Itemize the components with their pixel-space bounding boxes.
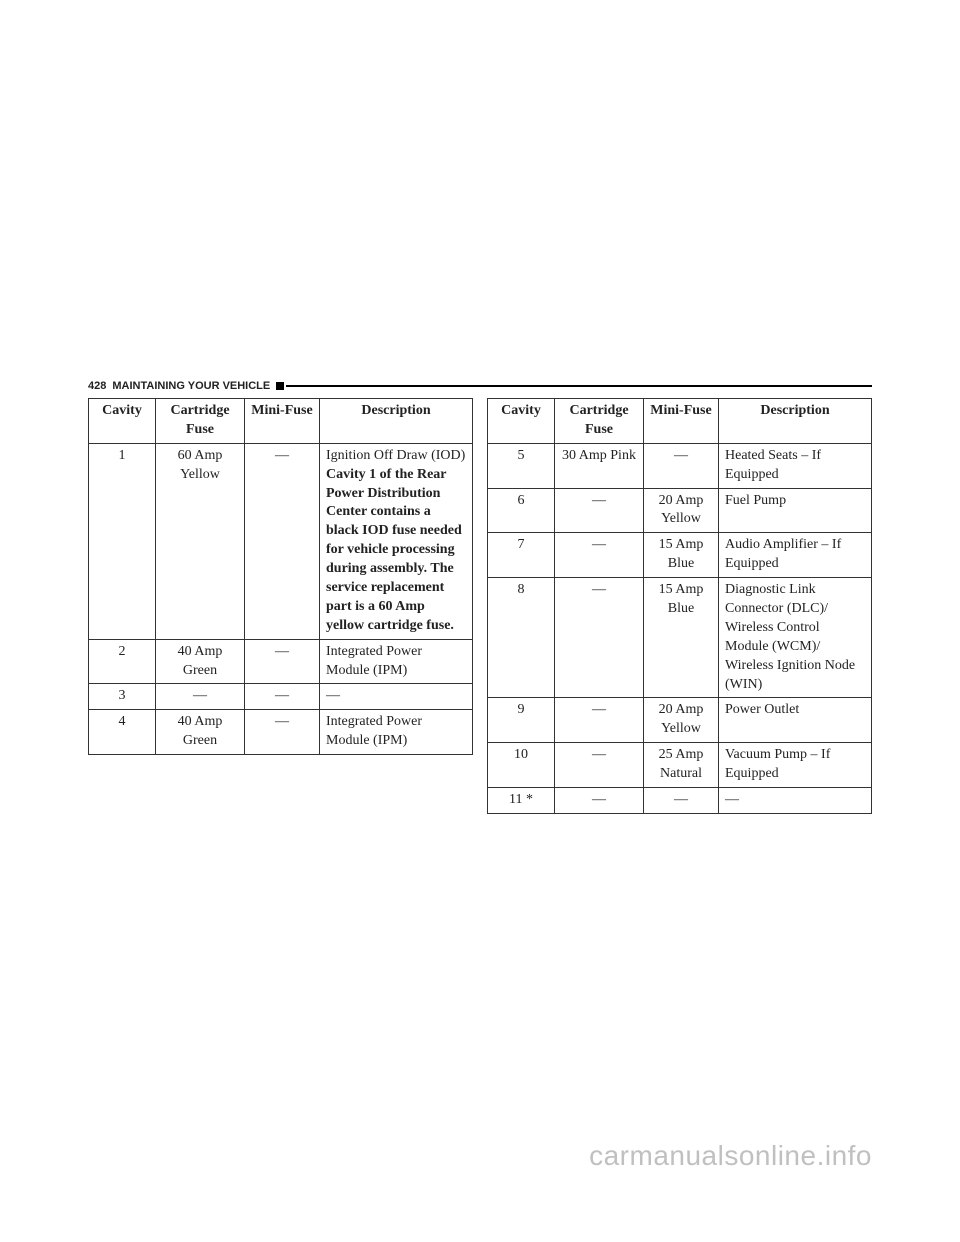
table-header-row: Cavity Cartridge Fuse Mini-Fuse Descript… xyxy=(488,399,872,444)
table-row: 440 Amp Green—Integrated Power Module (I… xyxy=(89,710,473,755)
cell-description: Audio Amplifier – If Equipped xyxy=(719,533,872,578)
page-number: 428 xyxy=(88,380,106,392)
cell-description: Power Outlet xyxy=(719,698,872,743)
table-row: 10—25 Amp NaturalVacuum Pump – If Equipp… xyxy=(488,743,872,788)
cell-cavity: 10 xyxy=(488,743,555,788)
table-row: 3——— xyxy=(89,684,473,710)
cell-cavity: 4 xyxy=(89,710,156,755)
cell-cartridge: — xyxy=(555,488,644,533)
cell-cartridge: — xyxy=(555,788,644,814)
col-cartridge: Cartridge Fuse xyxy=(555,399,644,444)
cell-mini: — xyxy=(245,639,320,684)
cell-description: Vacuum Pump – If Equipped xyxy=(719,743,872,788)
watermark: carmanualsonline.info xyxy=(589,1140,872,1172)
table-header-row: Cavity Cartridge Fuse Mini-Fuse Descript… xyxy=(89,399,473,444)
cell-description: — xyxy=(719,788,872,814)
table-row: 11 *——— xyxy=(488,788,872,814)
col-mini: Mini-Fuse xyxy=(245,399,320,444)
fuse-table-left: Cavity Cartridge Fuse Mini-Fuse Descript… xyxy=(88,398,473,755)
page-header: 428 MAINTAINING YOUR VEHICLE xyxy=(88,380,872,392)
col-cavity: Cavity xyxy=(488,399,555,444)
cell-cartridge: — xyxy=(555,698,644,743)
cell-cavity: 6 xyxy=(488,488,555,533)
cell-cavity: 9 xyxy=(488,698,555,743)
cell-mini: 15 Amp Blue xyxy=(644,578,719,698)
col-mini: Mini-Fuse xyxy=(644,399,719,444)
table-row: 7—15 Amp BlueAudio Amplifier – If Equipp… xyxy=(488,533,872,578)
cell-description: Fuel Pump xyxy=(719,488,872,533)
header-bar xyxy=(276,382,872,390)
table-row: 240 Amp Green—Integrated Power Module (I… xyxy=(89,639,473,684)
cell-mini: — xyxy=(245,684,320,710)
table-row: 9—20 Amp YellowPower Outlet xyxy=(488,698,872,743)
cell-mini: — xyxy=(245,443,320,639)
cell-mini: — xyxy=(644,443,719,488)
cell-mini: — xyxy=(245,710,320,755)
cell-cartridge: 60 Amp Yellow xyxy=(156,443,245,639)
cell-description: — xyxy=(320,684,473,710)
section-title: MAINTAINING YOUR VEHICLE xyxy=(112,380,270,392)
fuse-table-right: Cavity Cartridge Fuse Mini-Fuse Descript… xyxy=(487,398,872,814)
cell-cavity: 11 * xyxy=(488,788,555,814)
col-cavity: Cavity xyxy=(89,399,156,444)
cell-cavity: 2 xyxy=(89,639,156,684)
cell-description: Integrated Power Module (IPM) xyxy=(320,639,473,684)
table-row: 6—20 Amp YellowFuel Pump xyxy=(488,488,872,533)
col-desc: Description xyxy=(320,399,473,444)
cell-description: Diagnostic Link Connector (DLC)/ Wireles… xyxy=(719,578,872,698)
cell-cartridge: 30 Amp Pink xyxy=(555,443,644,488)
cell-cartridge: — xyxy=(555,578,644,698)
cell-cartridge: 40 Amp Green xyxy=(156,710,245,755)
table-row: 8—15 Amp BlueDiagnostic Link Connector (… xyxy=(488,578,872,698)
cell-cartridge: — xyxy=(156,684,245,710)
cell-mini: — xyxy=(644,788,719,814)
col-desc: Description xyxy=(719,399,872,444)
cell-description: Integrated Power Module (IPM) xyxy=(320,710,473,755)
cell-mini: 20 Amp Yellow xyxy=(644,488,719,533)
cell-mini: 15 Amp Blue xyxy=(644,533,719,578)
cell-mini: 20 Amp Yellow xyxy=(644,698,719,743)
col-cartridge: Cartridge Fuse xyxy=(156,399,245,444)
cell-cavity: 5 xyxy=(488,443,555,488)
cell-description: Heated Seats – If Equipped xyxy=(719,443,872,488)
cell-cavity: 3 xyxy=(89,684,156,710)
cell-cavity: 8 xyxy=(488,578,555,698)
cell-cavity: 1 xyxy=(89,443,156,639)
table-row: 530 Amp Pink—Heated Seats – If Equipped xyxy=(488,443,872,488)
cell-cartridge: — xyxy=(555,533,644,578)
table-row: 160 Amp Yellow—Ignition Off Draw (IOD) C… xyxy=(89,443,473,639)
cell-description: Ignition Off Draw (IOD) Cavity 1 of the … xyxy=(320,443,473,639)
cell-mini: 25 Amp Natural xyxy=(644,743,719,788)
cell-cartridge: 40 Amp Green xyxy=(156,639,245,684)
cell-cavity: 7 xyxy=(488,533,555,578)
cell-cartridge: — xyxy=(555,743,644,788)
